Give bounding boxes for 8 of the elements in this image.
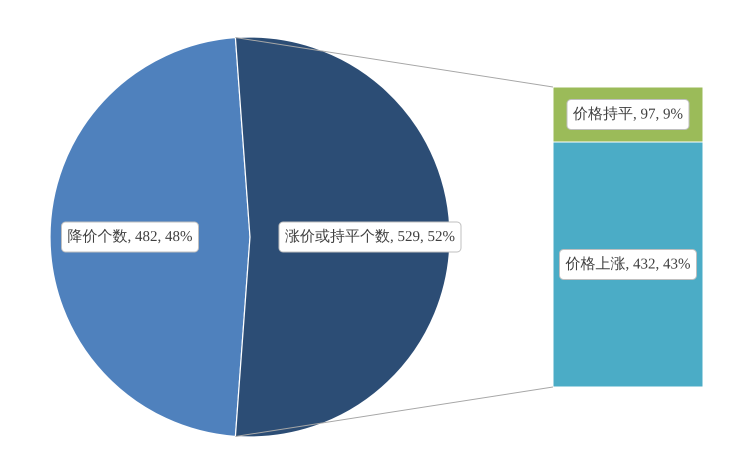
slice-label: 涨价或持平个数	[285, 228, 390, 245]
data-label: , 482, 48%	[128, 229, 192, 245]
series-label: 价格持平	[572, 106, 633, 123]
series-label: 价格上涨	[564, 256, 626, 273]
data-label: , 529, 52%	[390, 229, 455, 245]
slice-label: 降价个数	[68, 228, 128, 245]
data-label: , 432, 43%	[626, 256, 690, 273]
data-label: , 97, 9%	[633, 106, 683, 123]
